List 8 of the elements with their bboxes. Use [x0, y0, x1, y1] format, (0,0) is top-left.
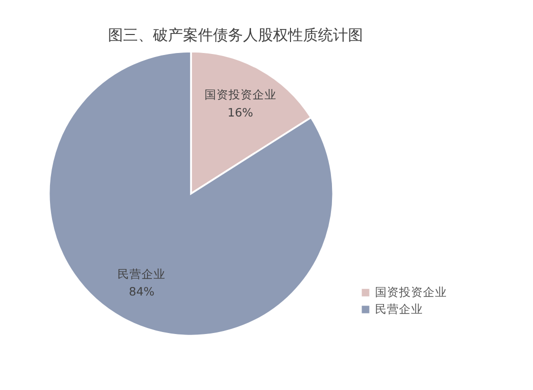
- data-label: 16%: [227, 105, 254, 120]
- chart-title: 图三、破产案件债务人股权性质统计图: [108, 26, 363, 44]
- pie-slice: [48, 50, 334, 336]
- slice-label: 民营企业: [118, 266, 166, 281]
- slice-label: 国资投资企业: [204, 88, 276, 102]
- data-label: 84%: [128, 284, 155, 299]
- legend-label: 国资投资企业: [374, 285, 447, 300]
- legend-label: 民营企业: [374, 302, 423, 316]
